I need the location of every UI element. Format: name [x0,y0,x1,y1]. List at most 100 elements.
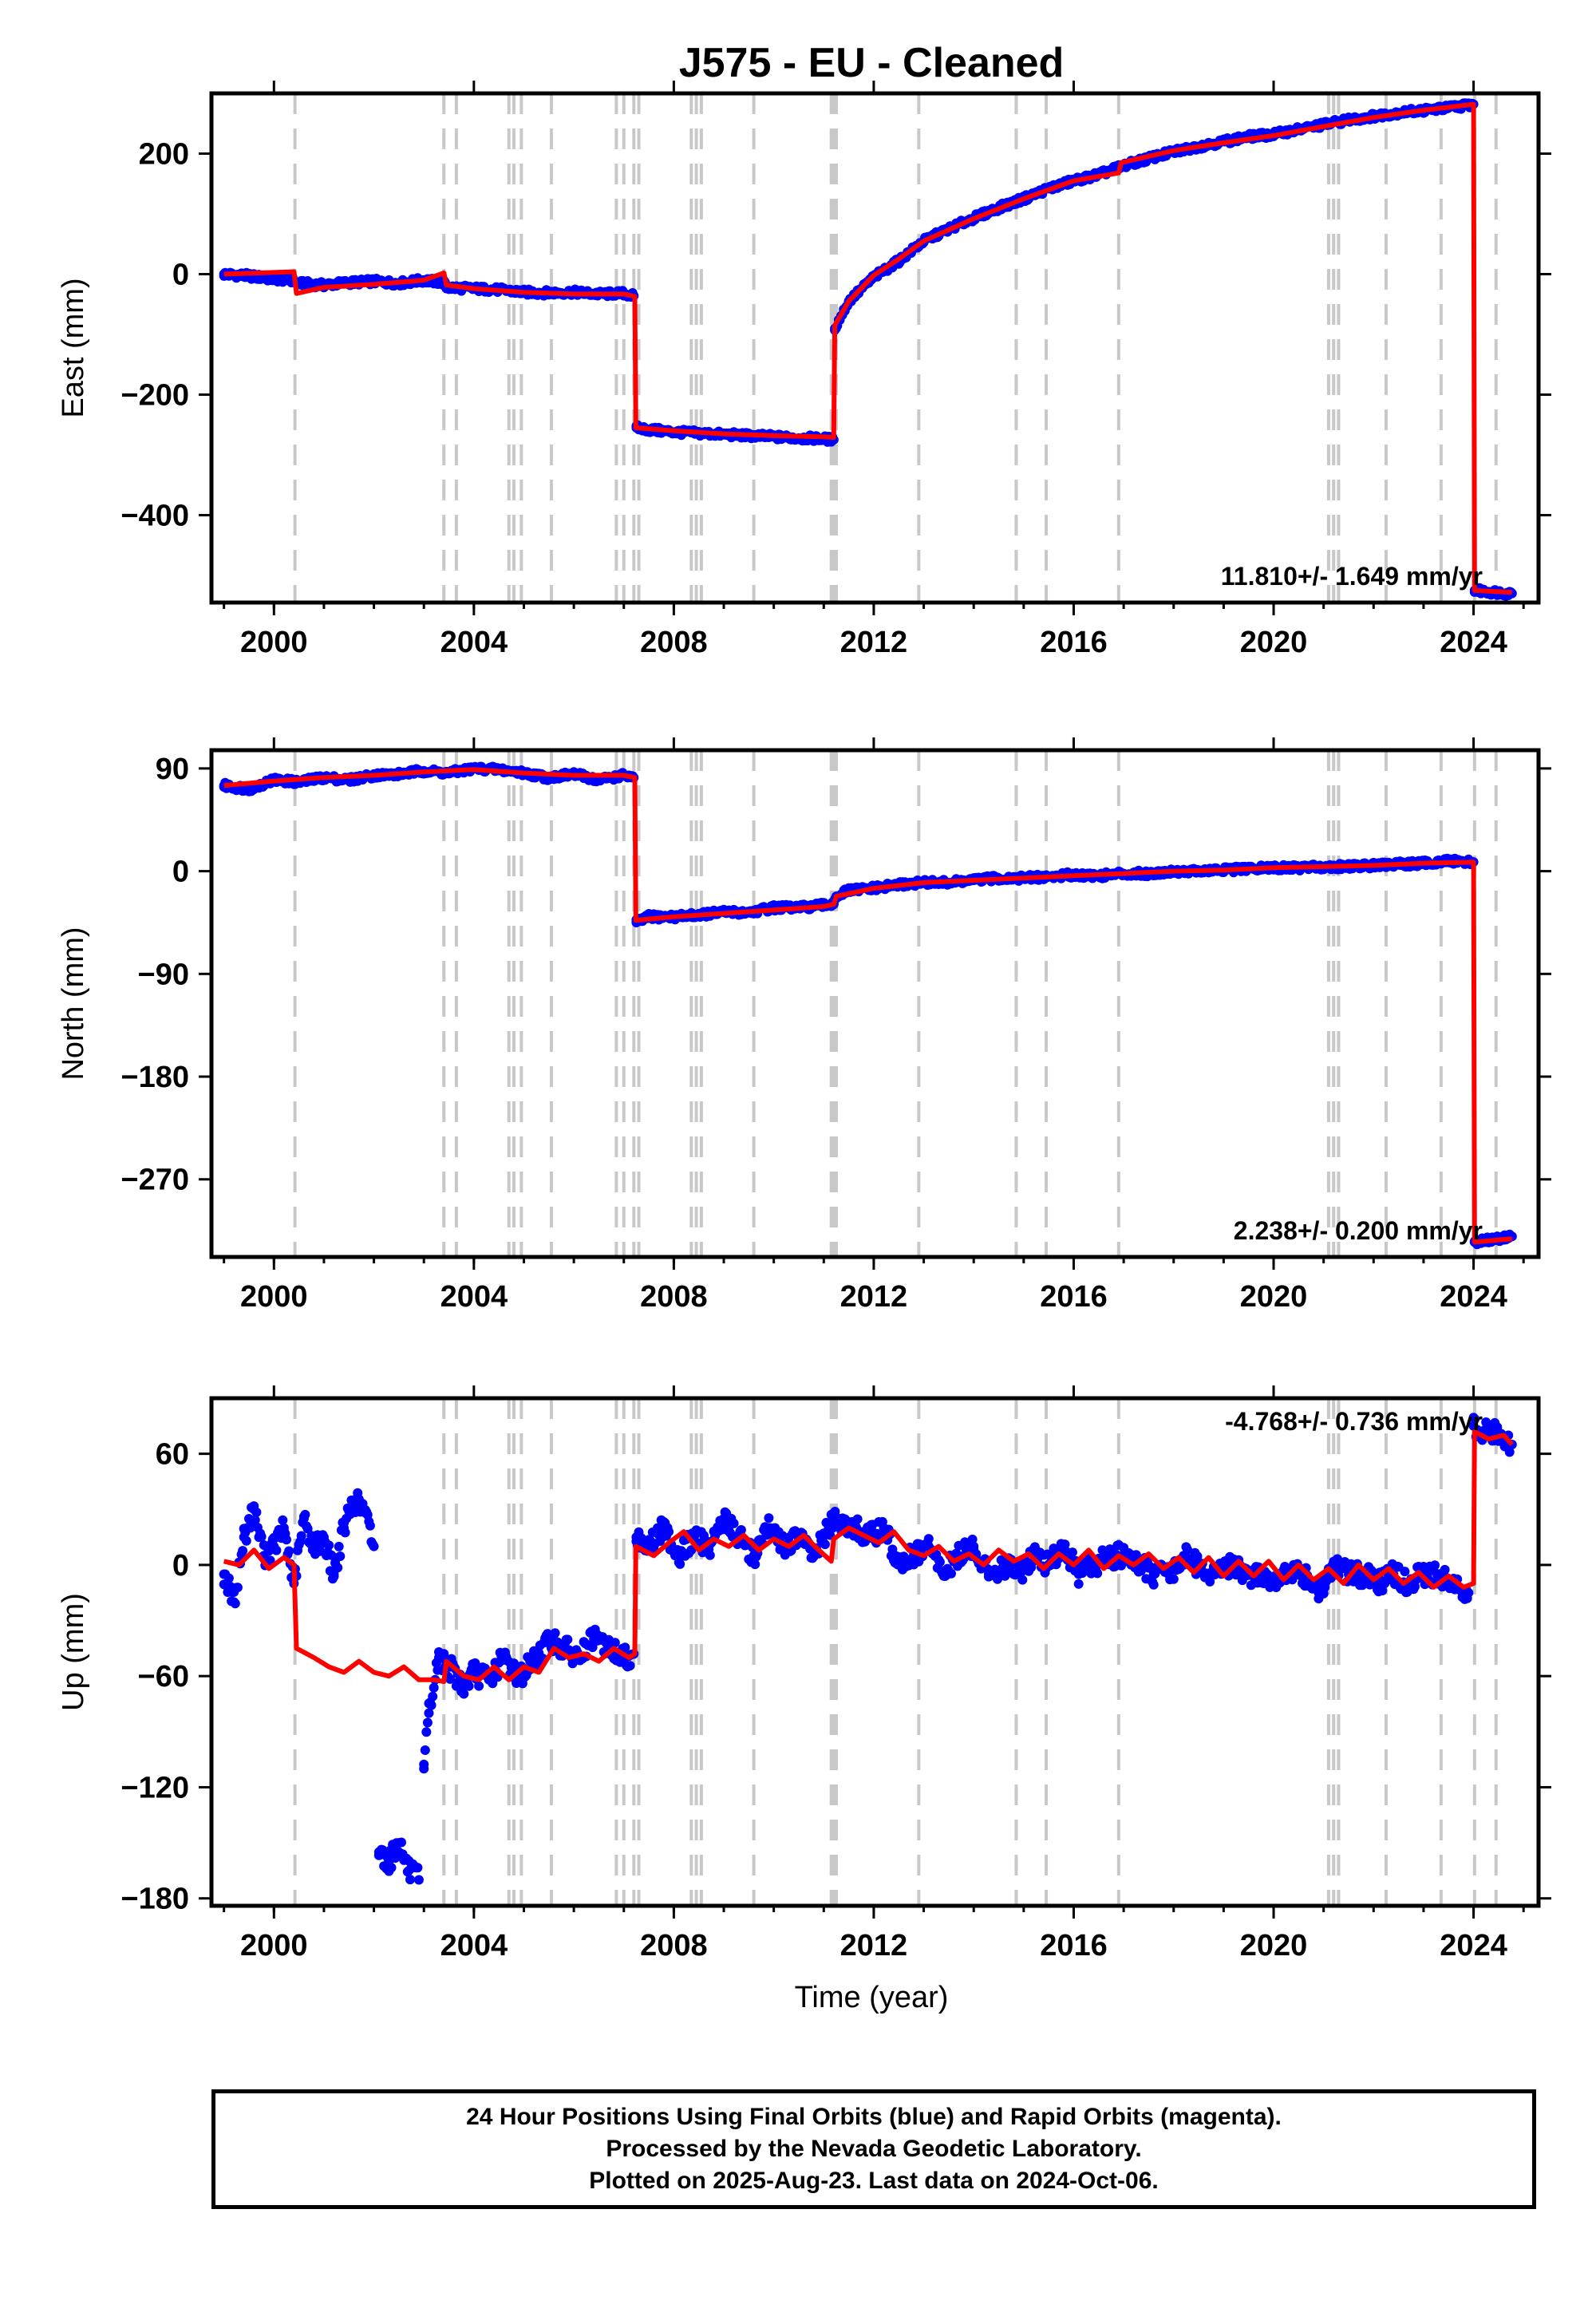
data-point [365,1520,375,1531]
x-tick-label: 2008 [640,1929,708,1962]
x-tick-label: 2020 [1240,1280,1308,1314]
x-tick-label: 2024 [1440,1280,1507,1314]
up-panel: 2000 2004 2008 2012 2016 2020 2024 60 0 −60 −120 −1… [57,1385,1551,1962]
data-point [433,1652,444,1662]
data-point [1468,1421,1479,1431]
data-point [820,1539,830,1550]
data-point [550,1628,560,1638]
data-point [852,1514,863,1524]
data-point [349,1495,359,1505]
data-point [529,1656,539,1666]
y-tick-label: −200 [120,379,189,413]
data-point [499,1652,509,1662]
data-point [229,1597,239,1607]
data-point [256,1531,267,1542]
x-tick-label: 2012 [840,1929,908,1962]
y-tick-label: 0 [172,856,189,889]
data-point [279,1523,289,1533]
data-point [422,1717,433,1728]
footer-line-1: 24 Hour Positions Using Final Orbits (bl… [466,2104,1282,2130]
data-point [1314,1587,1324,1598]
data-point [239,1532,249,1543]
y-tick-label: −180 [120,1061,189,1094]
data-point [1092,1568,1103,1579]
data-point [404,1865,414,1875]
data-point [1058,1541,1069,1551]
data-point [998,1559,1009,1570]
data-point [459,1689,469,1699]
data-series-blue [219,1413,1517,1885]
data-point [405,1875,415,1885]
data-point [675,1559,685,1569]
data-point [587,1642,598,1653]
data-point [1013,1569,1024,1579]
y-tick-label: −60 [138,1660,189,1694]
data-point [428,1691,438,1701]
data-point [269,1541,279,1551]
data-point [729,1518,739,1528]
data-point [719,1513,729,1524]
data-point [934,1557,945,1567]
data-point [393,1838,404,1848]
data-point [1433,1569,1444,1579]
plot-frame [209,1396,1541,1908]
data-point [420,1745,430,1755]
footer-box: 24 Hour Positions Using Final Orbits (bl… [211,2089,1536,2209]
data-point [764,1523,774,1533]
plot-frame [209,748,1541,1259]
y-tick-label: −90 [138,958,189,991]
data-point [421,1727,432,1737]
data-point [232,1583,243,1593]
x-tick-label: 2000 [240,1280,308,1314]
y-tick-label: −120 [120,1771,189,1804]
data-point [298,1513,309,1524]
data-point [625,1661,635,1671]
data-point [749,1551,759,1561]
x-tick-label: 2020 [1240,1929,1308,1962]
model-line [223,101,1512,595]
data-point [282,1535,291,1545]
data-point [705,1550,715,1560]
data-point [238,1546,248,1556]
data-point [419,1764,429,1774]
data-point [243,784,254,794]
data-point [1400,1567,1410,1577]
rate-label: 11.810+/- 1.649 mm/yr [1221,562,1483,591]
data-point [359,1504,369,1515]
x-tick-label: 2004 [440,1280,508,1314]
data-point [808,1551,819,1561]
east-panel: 2000 2004 2008 2012 2016 2020 20242000−200−400… [57,81,1551,659]
data-point [1504,1447,1515,1457]
y-tick-label: 200 [139,138,189,172]
footer-line-3: Plotted on 2025-Aug-23. Last data on 202… [589,2168,1159,2194]
x-tick-label: 2000 [240,1929,308,1962]
data-point [318,1532,329,1543]
y-tick-label: 0 [172,259,189,292]
x-tick-label: 2016 [1040,1929,1108,1962]
y-axis-label: Up (mm) [57,1593,90,1711]
data-point [1073,1569,1084,1579]
data-point [329,1569,339,1579]
data-point [335,1551,346,1561]
data-point [284,1546,294,1556]
data-point [764,1513,774,1524]
data-point [296,1531,306,1541]
data-point [1208,1569,1219,1579]
y-axis-label: North (mm) [57,927,90,1080]
data-point [543,1634,554,1644]
data-point [484,1674,494,1685]
data-point [969,1541,979,1551]
data-point [424,1708,434,1718]
data-point [750,1559,760,1570]
y-tick-label: −400 [120,500,189,533]
data-point [250,1515,260,1525]
x-tick-label: 2016 [1040,1280,1108,1314]
x-tick-label: 2012 [840,626,908,659]
data-point [474,1681,484,1691]
data-point [658,1523,669,1533]
data-point [644,1541,654,1551]
y-tick-label: 60 [156,1438,189,1472]
x-tick-label: 2016 [1040,626,1108,659]
data-point [429,1682,439,1693]
